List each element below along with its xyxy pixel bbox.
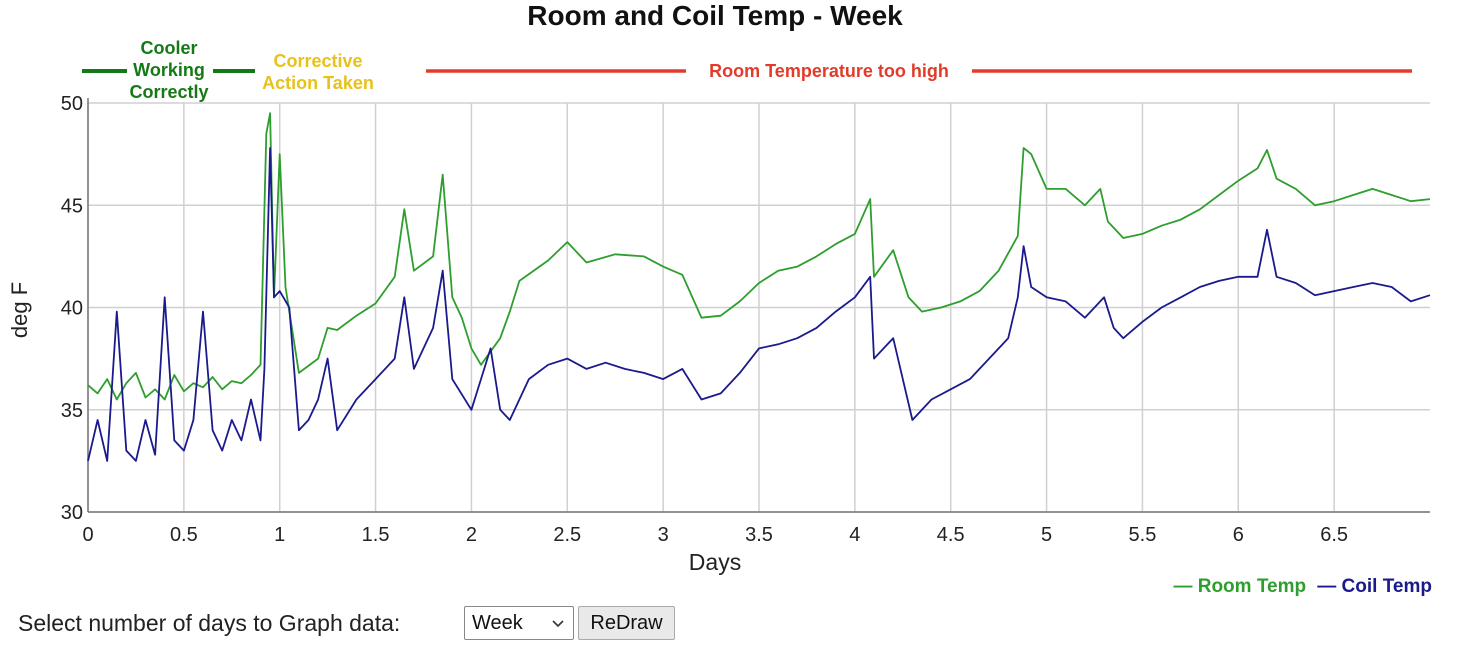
x-tick-label: 1 <box>274 524 285 546</box>
annotation-cooler-ok-line: Cooler <box>140 38 197 58</box>
x-tick-label: 0.5 <box>170 524 198 546</box>
y-tick-label: 35 <box>61 400 83 422</box>
room-temp-line <box>87 112 1431 401</box>
annotation-cooler-ok-line: Correctly <box>129 82 208 102</box>
y-tick-label: 40 <box>61 298 83 320</box>
x-tick-label: 2 <box>466 524 477 546</box>
graph-controls: Select number of days to Graph data: <box>18 603 400 643</box>
y-tick-label: 45 <box>61 195 83 217</box>
x-tick-label: 0 <box>82 524 93 546</box>
coil-temp-line <box>87 147 1431 462</box>
x-tick-label: 3.5 <box>745 524 773 546</box>
redraw-button[interactable]: ReDraw <box>578 606 675 640</box>
x-tick-label: 5.5 <box>1129 524 1157 546</box>
x-axis-label: Days <box>689 549 741 575</box>
y-axis-label: deg F <box>7 282 32 338</box>
x-tick-label: 6.5 <box>1320 524 1348 546</box>
days-select[interactable]: Week <box>464 606 574 640</box>
x-tick-label: 5 <box>1041 524 1052 546</box>
y-tick-label: 30 <box>61 502 83 524</box>
legend-coil-temp: — Coil Temp <box>1317 576 1432 597</box>
x-tick-label: 2.5 <box>553 524 581 546</box>
x-tick-label: 3 <box>658 524 669 546</box>
days-select-value: Week <box>472 611 523 634</box>
y-tick-label: 50 <box>61 93 83 115</box>
chevron-down-icon <box>552 620 564 628</box>
annotation-cooler-ok-line: Working <box>133 60 205 80</box>
annotation-temp-high: Room Temperature too high <box>709 61 949 81</box>
x-tick-label: 4.5 <box>937 524 965 546</box>
chart-title: Room and Coil Temp - Week <box>527 0 903 31</box>
x-tick-label: 1.5 <box>362 524 390 546</box>
annotation-corrective-action-line: Corrective <box>273 51 362 71</box>
x-tick-label: 6 <box>1233 524 1244 546</box>
days-select-label: Select number of days to Graph data: <box>18 609 401 636</box>
x-tick-label: 4 <box>849 524 860 546</box>
legend-room-temp: — Room Temp <box>1173 576 1306 597</box>
temperature-chart: Room and Coil Temp - Week 0 0.5 1 1.5 2 2.5 3 3.… <box>7 0 1432 597</box>
annotation-corrective-action-line: Action Taken <box>262 73 374 93</box>
